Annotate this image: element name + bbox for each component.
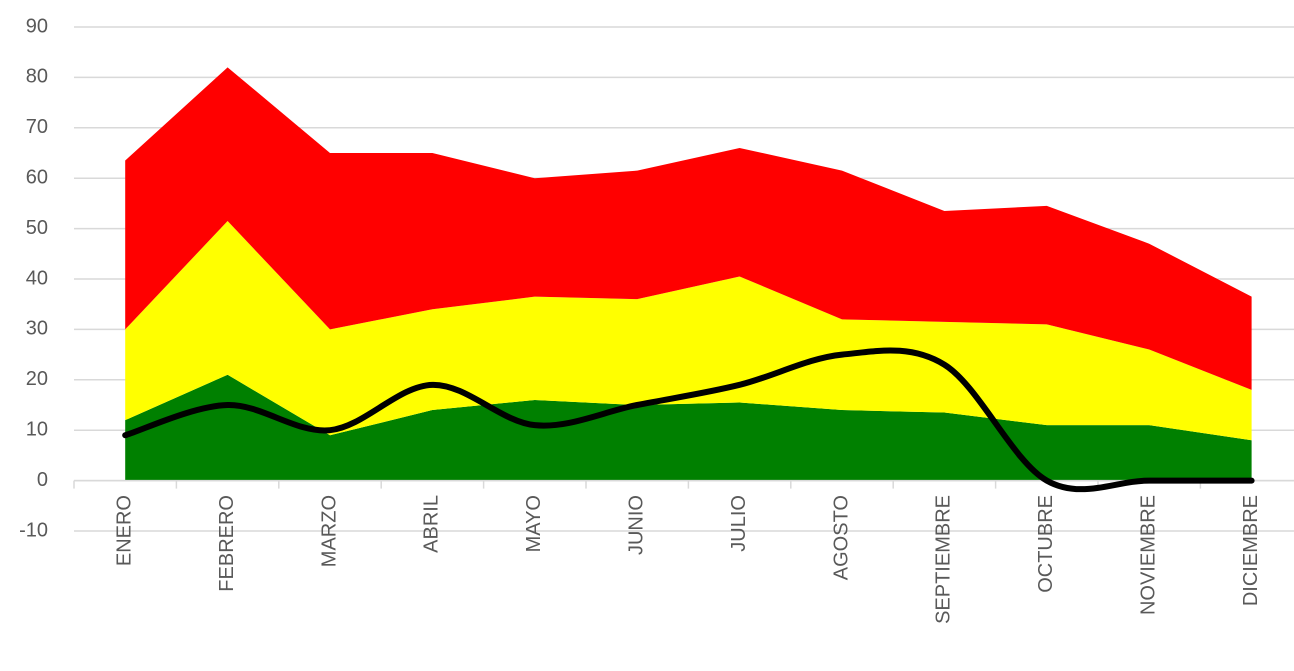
y-tick-label: 40 bbox=[26, 267, 48, 289]
y-tick-label: 0 bbox=[37, 469, 48, 491]
x-tick-label: JULIO bbox=[728, 495, 750, 552]
y-tick-label: 10 bbox=[26, 418, 48, 440]
area bbox=[125, 374, 1252, 481]
y-tick-label: 60 bbox=[26, 166, 48, 188]
y-tick-label: 70 bbox=[26, 116, 48, 138]
y-tick-label: 80 bbox=[26, 66, 48, 88]
x-tick-label: ABRIL bbox=[421, 495, 443, 553]
y-tick-label: 20 bbox=[26, 368, 48, 390]
line bbox=[122, 347, 1255, 493]
y-tick-label: 90 bbox=[26, 15, 48, 37]
x-tick-label: FEBRERO bbox=[216, 495, 238, 592]
x-tick-label: SEPTIEMBRE bbox=[933, 495, 955, 624]
x-tick-label: JUNIO bbox=[625, 495, 647, 555]
x-tick-label: NOVIEMBRE bbox=[1137, 495, 1159, 615]
y-tick-label: -10 bbox=[19, 519, 48, 541]
y-tick-label: 50 bbox=[26, 217, 48, 239]
x-tick-label: DICIEMBRE bbox=[1240, 495, 1262, 606]
y-tick-label: 30 bbox=[26, 318, 48, 340]
x-tick-label: AGOSTO bbox=[830, 495, 852, 580]
x-tick-label: MAYO bbox=[523, 495, 545, 552]
x-tick-label: ENERO bbox=[113, 495, 135, 566]
x-tick-label: OCTUBRE bbox=[1035, 495, 1057, 593]
area bbox=[125, 67, 1252, 390]
x-tick-label: MARZO bbox=[318, 495, 340, 567]
